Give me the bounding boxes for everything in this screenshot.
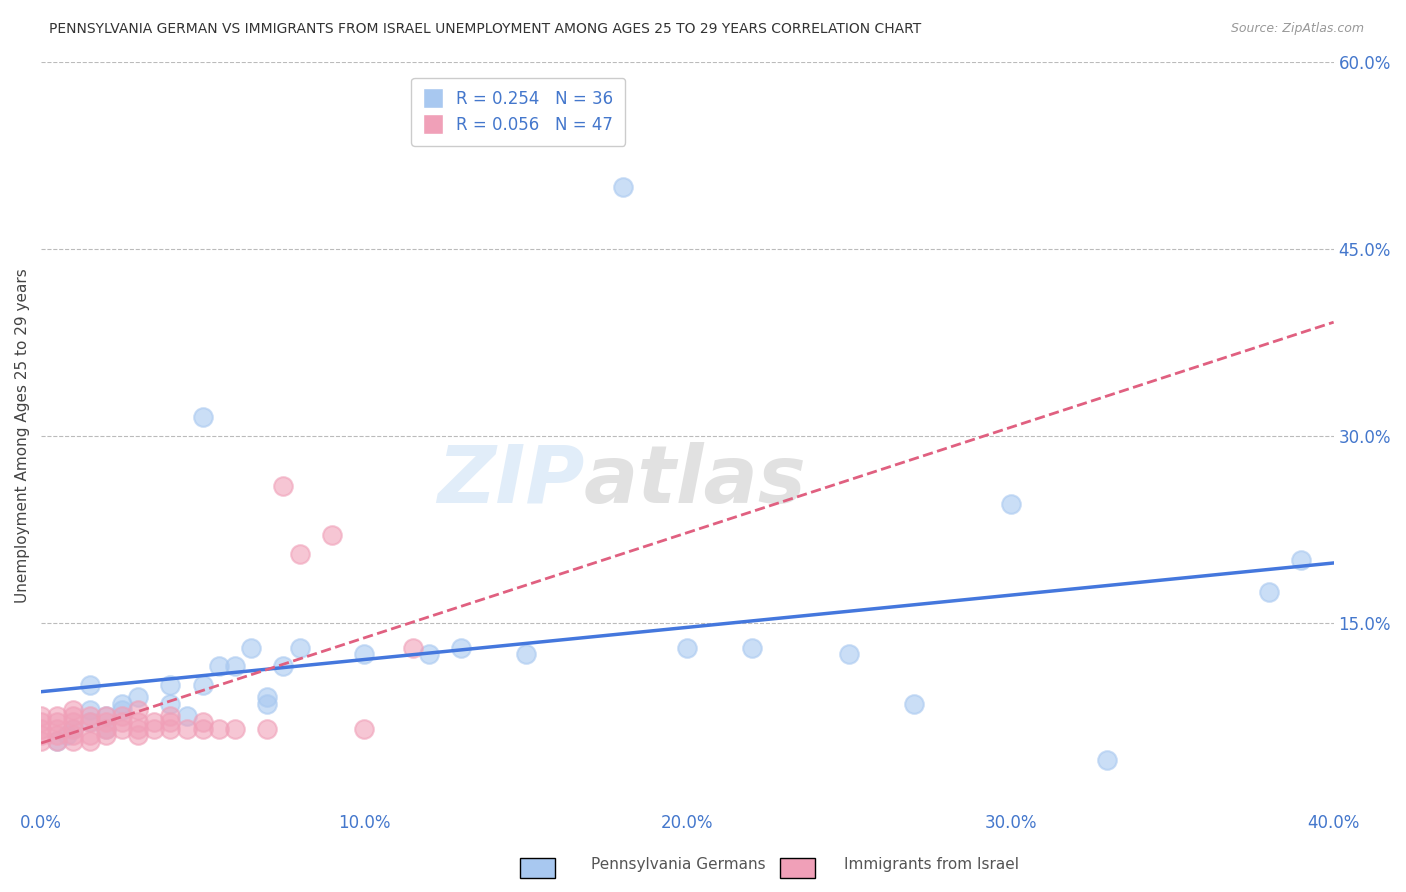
- Point: [79, 728, 101, 742]
- Point: [515, 647, 537, 661]
- Point: [79, 734, 101, 748]
- Point: [94, 722, 117, 736]
- Point: [62, 715, 84, 730]
- Point: [838, 647, 860, 661]
- Point: [94, 722, 117, 736]
- Point: [46, 709, 69, 723]
- Point: [46, 734, 69, 748]
- Y-axis label: Unemployment Among Ages 25 to 29 years: Unemployment Among Ages 25 to 29 years: [15, 268, 30, 603]
- Point: [903, 697, 925, 711]
- Point: [30, 709, 52, 723]
- Text: PENNSYLVANIA GERMAN VS IMMIGRANTS FROM ISRAEL UNEMPLOYMENT AMONG AGES 25 TO 29 Y: PENNSYLVANIA GERMAN VS IMMIGRANTS FROM I…: [49, 22, 921, 37]
- Point: [256, 690, 278, 705]
- Point: [256, 722, 278, 736]
- Point: [1097, 753, 1119, 767]
- Text: Pennsylvania Germans: Pennsylvania Germans: [591, 857, 765, 872]
- Point: [288, 640, 311, 655]
- Point: [127, 703, 149, 717]
- Point: [79, 703, 101, 717]
- Point: [94, 715, 117, 730]
- Point: [191, 722, 214, 736]
- Point: [353, 647, 375, 661]
- Point: [418, 647, 440, 661]
- Point: [450, 640, 472, 655]
- Point: [46, 734, 69, 748]
- Point: [111, 697, 134, 711]
- Point: [46, 722, 69, 736]
- Point: [62, 734, 84, 748]
- Point: [79, 715, 101, 730]
- Point: [191, 410, 214, 425]
- Point: [94, 728, 117, 742]
- Text: atlas: atlas: [583, 442, 807, 520]
- Point: [79, 678, 101, 692]
- Point: [127, 728, 149, 742]
- Point: [208, 722, 231, 736]
- Point: [62, 728, 84, 742]
- Legend: R = 0.254   N = 36, R = 0.056   N = 47: R = 0.254 N = 36, R = 0.056 N = 47: [412, 78, 626, 145]
- Point: [273, 659, 295, 673]
- Point: [79, 715, 101, 730]
- Point: [30, 715, 52, 730]
- Point: [62, 722, 84, 736]
- Point: [56, 728, 79, 742]
- Point: [111, 722, 134, 736]
- Point: [159, 715, 181, 730]
- Point: [176, 709, 198, 723]
- Text: ZIP: ZIP: [437, 442, 583, 520]
- Point: [94, 709, 117, 723]
- Point: [111, 715, 134, 730]
- Point: [79, 709, 101, 723]
- Point: [111, 703, 134, 717]
- Point: [111, 709, 134, 723]
- Point: [240, 640, 263, 655]
- Point: [1258, 584, 1281, 599]
- Point: [402, 640, 425, 655]
- Point: [159, 678, 181, 692]
- Point: [321, 528, 343, 542]
- Point: [224, 722, 246, 736]
- Point: [94, 709, 117, 723]
- Point: [741, 640, 763, 655]
- Point: [1000, 497, 1022, 511]
- Point: [159, 697, 181, 711]
- Point: [62, 709, 84, 723]
- Point: [159, 722, 181, 736]
- Point: [176, 722, 198, 736]
- Point: [46, 715, 69, 730]
- Point: [612, 179, 634, 194]
- Point: [353, 722, 375, 736]
- Point: [676, 640, 699, 655]
- Point: [1291, 553, 1313, 567]
- Point: [127, 715, 149, 730]
- Point: [159, 709, 181, 723]
- Point: [191, 678, 214, 692]
- Point: [46, 728, 69, 742]
- Point: [62, 703, 84, 717]
- Text: Source: ZipAtlas.com: Source: ZipAtlas.com: [1230, 22, 1364, 36]
- Point: [224, 659, 246, 673]
- Point: [127, 722, 149, 736]
- Text: Immigrants from Israel: Immigrants from Israel: [844, 857, 1018, 872]
- Point: [30, 722, 52, 736]
- Point: [256, 697, 278, 711]
- Point: [191, 715, 214, 730]
- Point: [62, 722, 84, 736]
- Point: [288, 547, 311, 561]
- Point: [273, 478, 295, 492]
- Point: [127, 690, 149, 705]
- Point: [143, 722, 166, 736]
- Point: [30, 734, 52, 748]
- Point: [208, 659, 231, 673]
- Point: [143, 715, 166, 730]
- Point: [30, 728, 52, 742]
